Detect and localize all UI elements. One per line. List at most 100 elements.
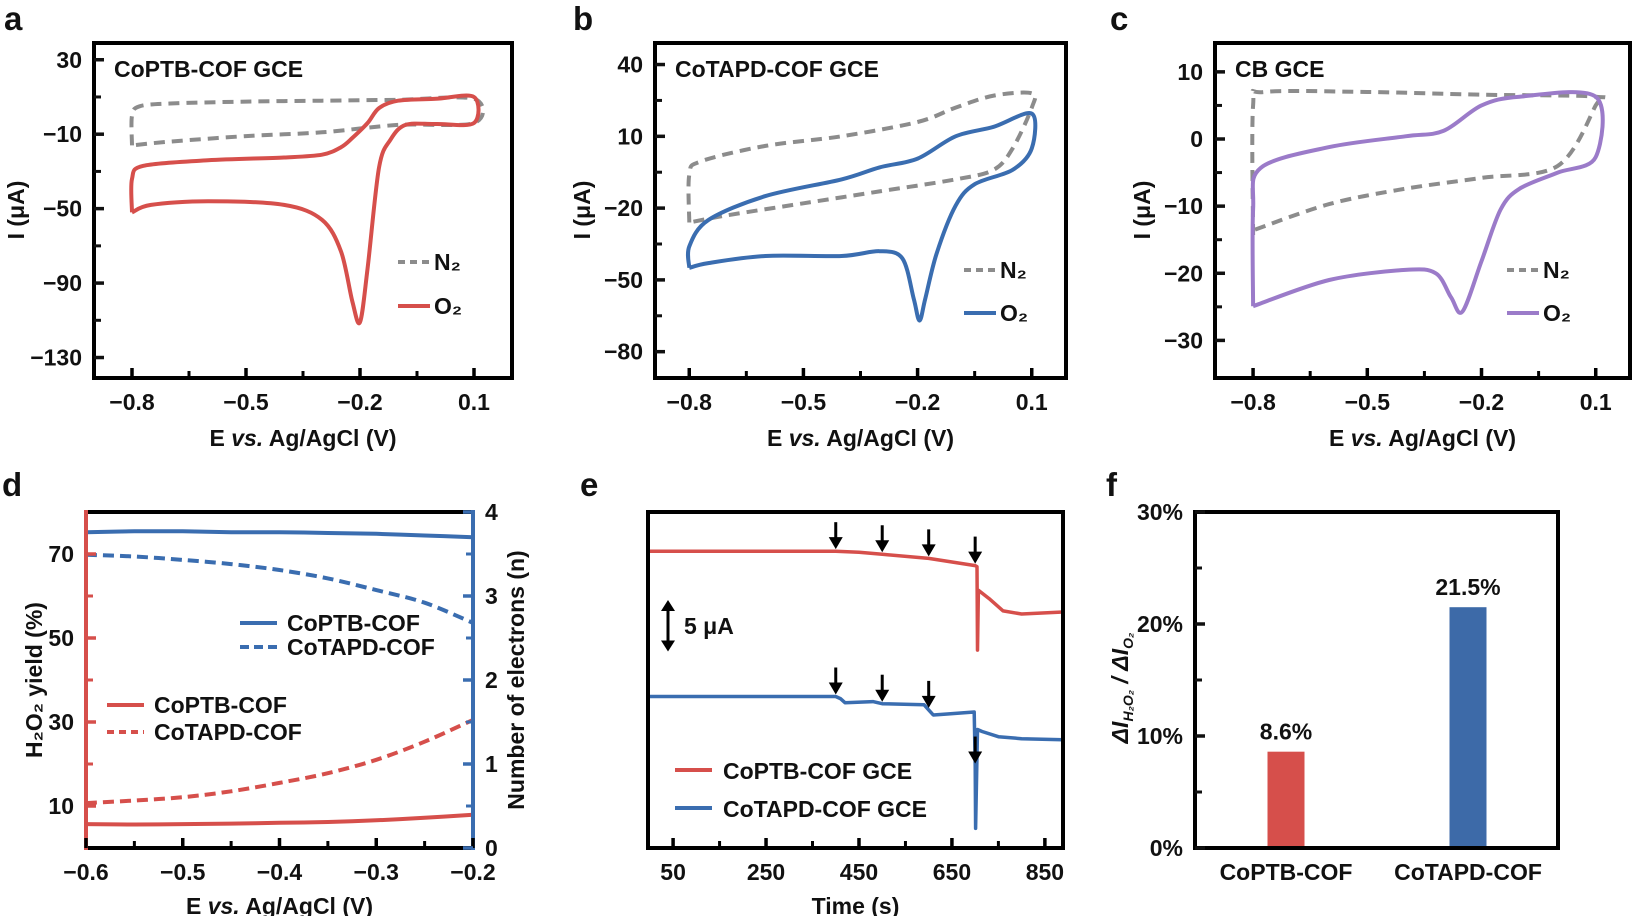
y-tick-label: −50	[604, 267, 643, 293]
panel-e: e CoPTB-COF GCE CoTAPD-COF GCE 50 250 450 650 8…	[580, 466, 1065, 916]
legend-label: CoPTB-COF	[287, 610, 420, 636]
bar-coptb-cof	[1267, 751, 1305, 848]
y-axis-label: I (μA)	[3, 181, 29, 240]
series-line-n2	[686, 90, 1038, 225]
legend-label: O₂	[1543, 300, 1571, 326]
y-tick-label: 30	[56, 47, 82, 73]
panel-letter: f	[1106, 466, 1118, 503]
bar-value-label: 8.6%	[1260, 719, 1312, 745]
y-tick-label: 1	[485, 751, 498, 777]
y-tick-label: −20	[604, 195, 643, 221]
y-axis-label-left: H₂O₂ yield (%)	[21, 602, 47, 758]
y-tick-label: 30	[48, 709, 74, 735]
series-line-o2	[685, 111, 1038, 323]
y-tick-label: 10%	[1137, 723, 1183, 749]
x-axis-label-part: Ag/AgCl (V)	[821, 425, 954, 451]
plot-frame	[646, 510, 1065, 850]
x-tick-label: −0.3	[354, 859, 399, 885]
x-tick-label: 0.1	[1016, 389, 1048, 415]
x-axis-label: Time (s)	[812, 893, 900, 916]
x-tick-label: −0.2	[895, 389, 940, 415]
x-axis-label-part: Ag/AgCl (V)	[263, 425, 396, 451]
x-axis-label-part: E	[767, 425, 789, 451]
panel-a: a N₂ O₂ −0.8 −0.5 −0.2 0.1 30 −10 −50 −90 −130 CoPTB…	[3, 0, 514, 451]
y-tick-label: −10	[1164, 193, 1203, 219]
x-axis-label-part: Ag/AgCl (V)	[240, 893, 373, 916]
x-tick-label: −0.5	[1345, 389, 1391, 415]
y-tick-label: 4	[485, 499, 498, 525]
x-axis-label-part: vs.	[1351, 425, 1383, 451]
x-axis-label-part: vs.	[208, 893, 240, 916]
x-tick-label: −0.8	[667, 389, 713, 415]
x-axis-label-part: vs.	[231, 425, 263, 451]
legend-label: O₂	[434, 293, 462, 319]
arrow-marker-icon	[921, 680, 936, 708]
x-tick-label: −0.2	[450, 859, 495, 885]
y-axis-label-part: O₂	[1120, 633, 1136, 649]
x-axis-label-part: E	[209, 425, 231, 451]
inset-title: CB GCE	[1235, 56, 1324, 82]
y-tick-label: 70	[48, 541, 74, 567]
x-axis-label: E vs. Ag/AgCl (V)	[209, 425, 396, 451]
x-tick-label: 0.1	[1580, 389, 1612, 415]
y-axis-label-part: H₂O₂	[1120, 690, 1136, 722]
y-tick-label: −30	[1164, 327, 1203, 353]
series-line-n2	[1250, 88, 1608, 236]
y-tick-label: −10	[43, 121, 82, 147]
x-tick-label: 850	[1026, 859, 1064, 885]
y-axis-label-part: / ΔI	[1107, 648, 1133, 690]
y-tick-label: 0	[485, 835, 498, 861]
inset-title: CoTAPD-COF GCE	[675, 56, 879, 82]
x-axis-label-part: Ag/AgCl (V)	[1383, 425, 1516, 451]
y-tick-label: 30%	[1137, 499, 1183, 525]
panel-c: c N₂ O₂ −0.8 −0.5 −0.2 0.1 10 0 −10 −20 −30 CB GCE E …	[1110, 0, 1632, 451]
y-tick-label: 0%	[1150, 835, 1183, 861]
series-line	[648, 549, 1064, 652]
x-axis-label: E vs. Ag/AgCl (V)	[767, 425, 954, 451]
series-line-right-solid	[85, 529, 474, 540]
y-tick-label: 50	[48, 625, 74, 651]
legend-label: N₂	[1543, 257, 1570, 283]
x-tick-label: 50	[660, 859, 686, 885]
legend-label: CoPTB-COF GCE	[723, 758, 912, 784]
y-tick-label: −50	[43, 196, 82, 222]
x-axis-label-part: E	[1329, 425, 1351, 451]
y-tick-label: −90	[43, 270, 82, 296]
bar-value-label: 21.5%	[1435, 574, 1500, 600]
series-line-left-solid	[85, 812, 474, 827]
y-tick-label: −80	[604, 339, 643, 365]
y-tick-label: 2	[485, 667, 498, 693]
x-tick-label: −0.6	[63, 859, 108, 885]
y-axis-label-right: Number of electrons (n)	[503, 550, 529, 809]
inset-title: CoPTB-COF GCE	[114, 56, 303, 82]
panel-b: b N₂ O₂ −0.8 −0.5 −0.2 0.1 40 10 −20 −50 −80 CoTAPD-…	[569, 0, 1068, 451]
y-tick-label: −20	[1164, 260, 1203, 286]
legend-label: CoTAPD-COF GCE	[723, 796, 927, 822]
arrow-marker-icon	[828, 667, 843, 695]
arrow-marker-icon	[968, 536, 983, 564]
x-category-label: CoTAPD-COF	[1394, 859, 1542, 885]
y-axis-label: I (μA)	[569, 181, 595, 240]
y-tick-label: 0	[1190, 126, 1203, 152]
series-line-o2	[1250, 90, 1605, 315]
x-axis-label-part: E	[186, 893, 208, 916]
y-tick-label: 10	[48, 793, 74, 819]
x-tick-label: 250	[747, 859, 785, 885]
y-tick-label: 10	[1177, 59, 1203, 85]
plot-frame	[1193, 510, 1560, 850]
x-category-label: CoPTB-COF	[1220, 859, 1353, 885]
bar-cotapd-cof	[1449, 607, 1487, 848]
panel-f: f 8.6% CoPTB-COF 21.5% CoTAPD-COF 0% 10% 20% 30%…	[1106, 466, 1560, 885]
legend-label: CoTAPD-COF	[287, 634, 435, 660]
series-line-left-dashed	[85, 718, 474, 806]
scale-bar-label: 5 μA	[684, 613, 734, 639]
panel-letter: a	[4, 0, 23, 37]
x-tick-label: −0.5	[781, 389, 827, 415]
panel-letter: b	[573, 0, 593, 37]
x-tick-label: −0.8	[109, 389, 155, 415]
panel-letter: e	[580, 466, 598, 503]
legend-label: CoTAPD-COF	[154, 719, 302, 745]
legend-label: N₂	[434, 249, 461, 275]
y-tick-label: 3	[485, 583, 498, 609]
